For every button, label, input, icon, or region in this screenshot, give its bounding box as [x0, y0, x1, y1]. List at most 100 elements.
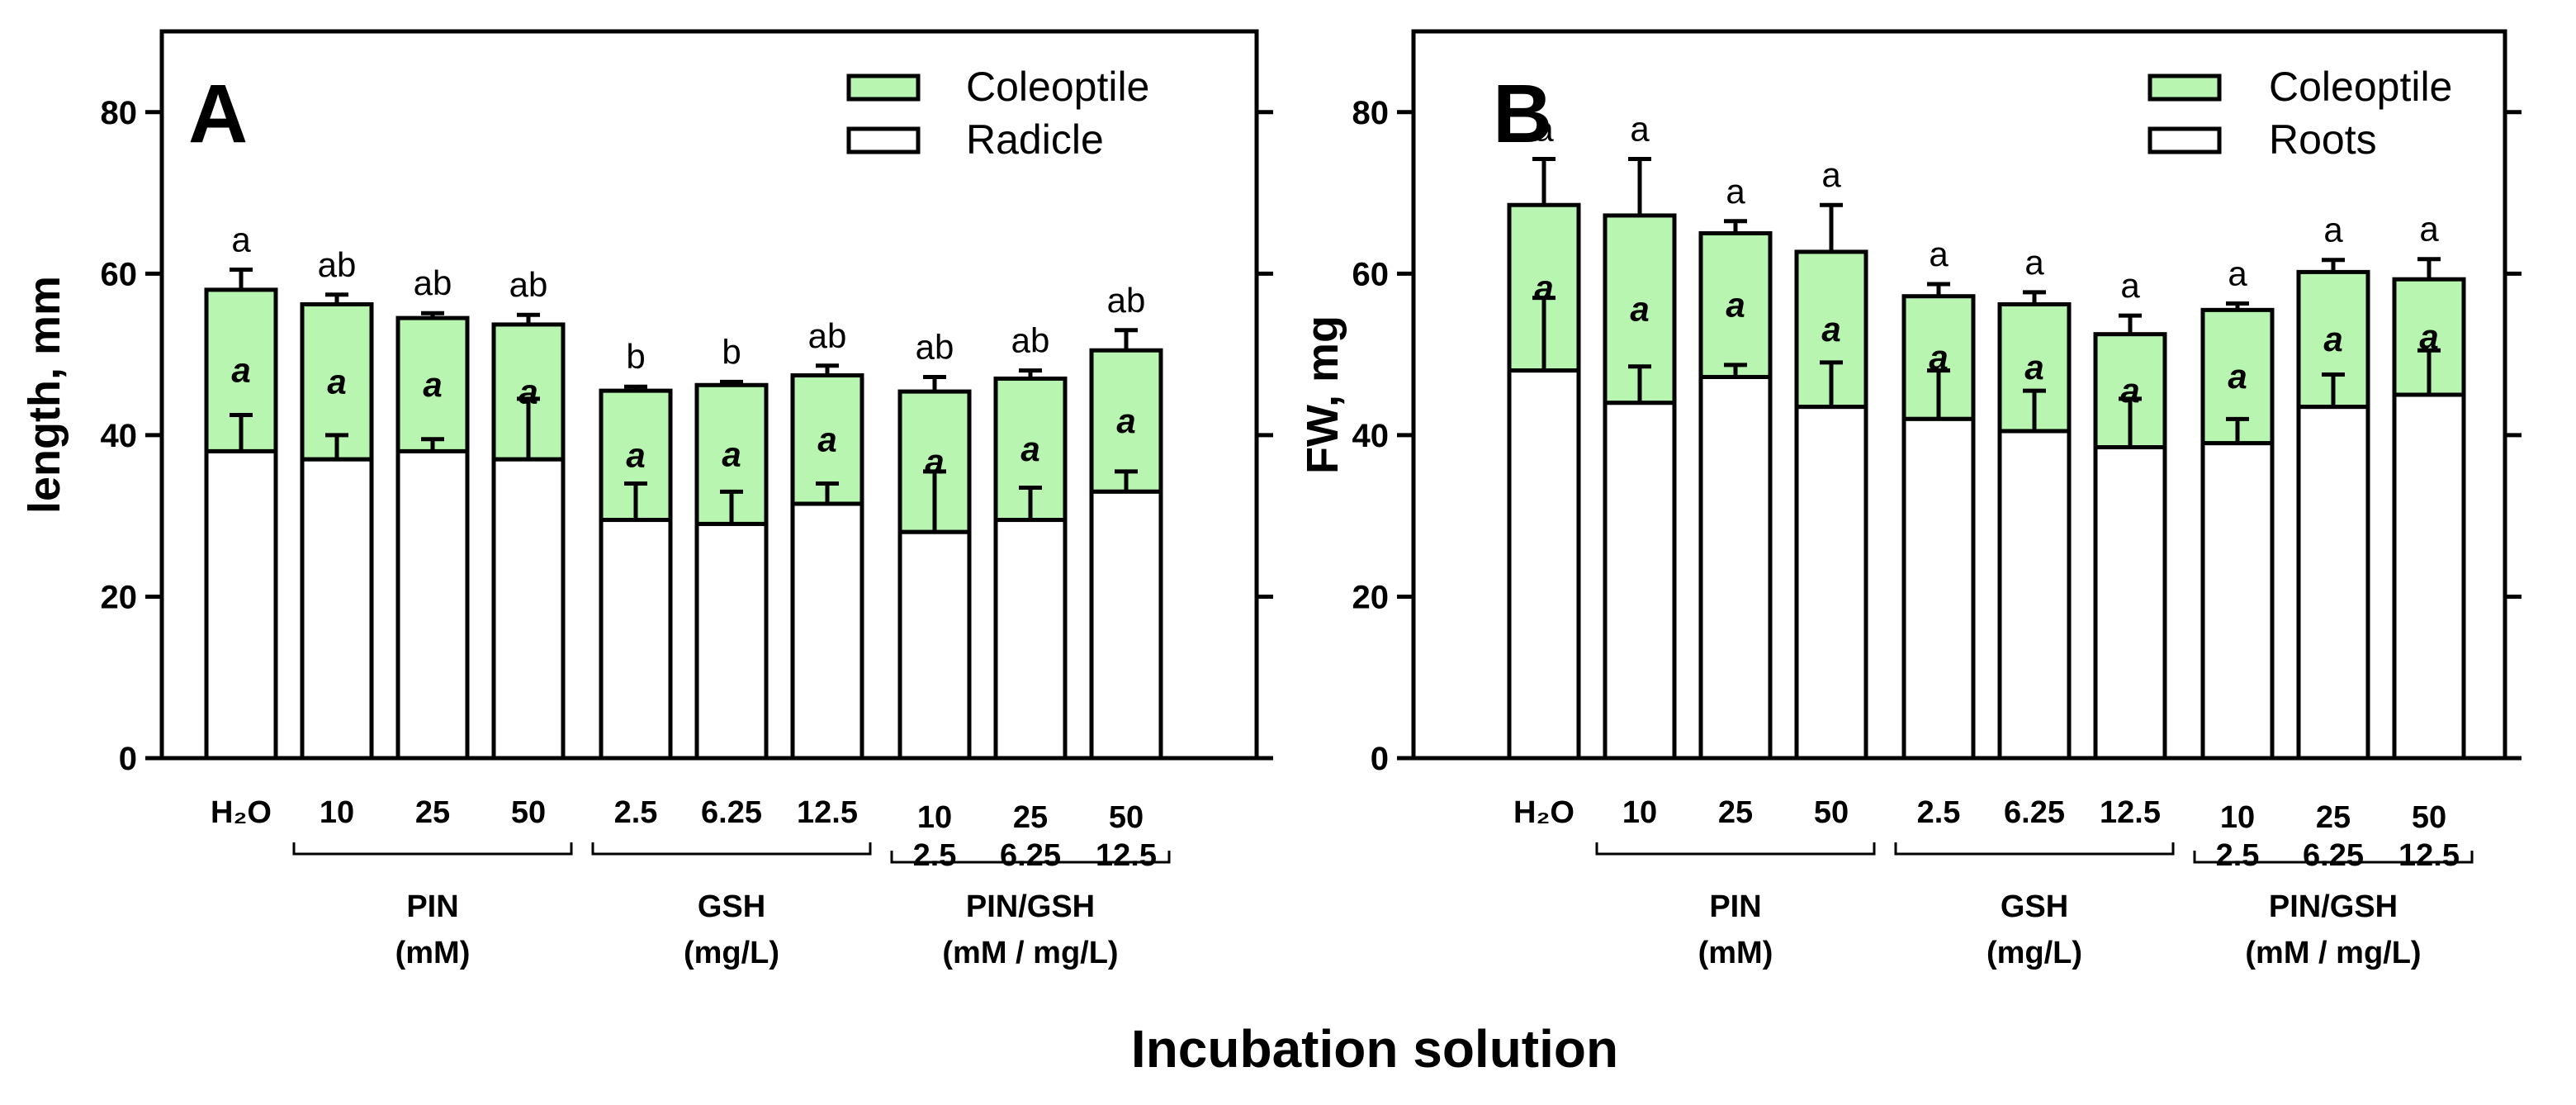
group-bracket-a	[591, 842, 872, 856]
group-unit-a: (mM / mg/L)	[942, 936, 1118, 970]
sig-letter-inner-a: a	[722, 434, 741, 473]
bar-lower-b	[1698, 374, 1773, 761]
bar-lower-b	[1507, 368, 1581, 761]
sig-letter-inner-b: a	[1726, 285, 1745, 324]
sig-letter-upper-a: ab	[916, 327, 954, 366]
x-tick-label-a: 10	[917, 800, 952, 835]
group-name-a: PIN/GSH	[966, 889, 1095, 924]
bar-lower-a	[204, 448, 278, 761]
bar-lower-b	[2200, 441, 2275, 761]
group-bracket-b	[2193, 851, 2474, 864]
y-tick-label-a: 20	[101, 579, 138, 615]
y-axis-label-b: FW, mg	[1298, 315, 1347, 474]
x-tick-label-a: 25	[415, 795, 450, 830]
group-unit-b: (mM)	[1698, 936, 1773, 970]
bar-lower-a	[1089, 489, 1163, 761]
bar-lower-a	[993, 518, 1068, 761]
sig-letter-upper-b: a	[2419, 210, 2439, 249]
panel-letter-a: A	[188, 68, 248, 160]
y-tick-label-a: 0	[119, 741, 137, 777]
group-bracket-b	[1894, 842, 2175, 856]
x-tick-label-b: 25	[1718, 795, 1753, 830]
bar-lower-b	[2296, 405, 2370, 761]
x-tick-label-b: 2.5	[1917, 795, 1961, 830]
x-tick-label-2-a: 2.5	[913, 838, 957, 873]
x-tick-label-b: 10	[1622, 795, 1657, 830]
sig-letter-upper-a: ab	[318, 245, 357, 284]
bar-lower-a	[599, 518, 673, 761]
sig-letter-upper-b: a	[1534, 109, 1554, 148]
x-axis-title: Incubation solution	[1131, 1019, 1618, 1079]
sig-letter-upper-a: ab	[509, 265, 548, 304]
sig-letter-inner-a: a	[1020, 429, 1039, 468]
y-tick-label-b: 80	[1352, 95, 1390, 131]
sig-letter-upper-b: a	[1726, 172, 1745, 211]
x-tick-label-2-b: 2.5	[2216, 838, 2260, 873]
bar-lower-b	[2392, 392, 2466, 761]
y-tick-label-a: 60	[101, 256, 138, 292]
panel-b: 0 20 40 60 80 FW, mg B Coleoptile Roots a a H₂O a a 10…	[1298, 29, 2522, 970]
x-tick-label-2-a: 6.25	[1000, 838, 1061, 873]
bar-lower-b	[1794, 405, 1868, 761]
bar-lower-a	[300, 457, 374, 761]
y-tick-label-b: 20	[1352, 579, 1390, 615]
sig-letter-upper-a: b	[722, 332, 741, 371]
group-name-a: GSH	[698, 889, 765, 924]
bar-lower-b	[2093, 445, 2167, 761]
sig-letter-inner-b: a	[2323, 320, 2342, 358]
bar-upper-a	[395, 315, 470, 453]
sig-letter-upper-b: a	[2228, 254, 2247, 293]
bar-lower-b	[1901, 416, 1976, 761]
legend-swatch-lower-a	[846, 126, 921, 154]
sig-letter-inner-a: a	[925, 442, 944, 481]
group-name-a: PIN	[406, 889, 458, 924]
bar-lower-a	[790, 501, 864, 761]
sig-letter-upper-b: a	[2024, 243, 2044, 282]
sig-letter-inner-a: a	[1116, 401, 1135, 440]
sig-letter-upper-a: ab	[808, 316, 847, 355]
x-tick-label-a: 25	[1013, 800, 1048, 835]
legend-swatch-lower-b	[2147, 126, 2222, 154]
legend-swatch-upper-a	[846, 74, 921, 102]
group-name-b: PIN/GSH	[2269, 889, 2398, 924]
sig-letter-upper-a: b	[626, 337, 645, 376]
x-tick-label-a: 50	[1109, 800, 1144, 835]
x-tick-label-b: 12.5	[2100, 795, 2161, 830]
sig-letter-inner-a: a	[817, 420, 836, 458]
sig-letter-inner-a: a	[519, 372, 537, 411]
sig-letter-upper-b: a	[1929, 235, 1949, 273]
y-tick-label-a: 80	[101, 95, 138, 131]
legend-label-lower-a: Radicle	[966, 116, 1104, 163]
x-tick-label-b: 50	[2412, 800, 2446, 835]
bar-lower-b	[1603, 401, 1677, 761]
group-name-b: PIN	[1709, 889, 1761, 924]
group-bracket-b	[1595, 842, 1876, 856]
panel-a: 0 20 40 60 80 length, mm A Coleoptile Radicle a a H…	[20, 29, 1273, 970]
x-tick-label-b: 6.25	[2004, 795, 2065, 830]
sig-letter-inner-b: a	[2120, 371, 2139, 410]
x-tick-label-a: 6.25	[701, 795, 762, 830]
bar-lower-b	[1997, 429, 2072, 761]
bar-lower-a	[694, 521, 769, 761]
y-tick-label-b: 0	[1371, 741, 1389, 777]
group-unit-b: (mg/L)	[1986, 936, 2082, 970]
sig-letter-inner-a: a	[423, 365, 442, 404]
group-unit-b: (mM / mg/L)	[2245, 936, 2421, 970]
panel-letter-b: B	[1493, 68, 1552, 160]
sig-letter-upper-a: ab	[1107, 281, 1146, 320]
y-tick-label-a: 40	[101, 418, 138, 454]
sig-letter-inner-a: a	[327, 362, 346, 401]
x-tick-label-b: 10	[2220, 800, 2255, 835]
legend-swatch-upper-b	[2147, 74, 2222, 102]
bar-lower-a	[897, 529, 972, 761]
x-tick-label-a: 10	[320, 795, 354, 830]
sig-letter-upper-b: a	[2120, 266, 2140, 305]
sig-letter-inner-a: a	[231, 351, 250, 390]
bar-lower-a	[395, 448, 470, 761]
sig-letter-inner-a: a	[626, 435, 645, 474]
bar-upper-b	[1698, 230, 1773, 379]
sig-letter-inner-b: a	[2024, 348, 2043, 387]
sig-letter-inner-b: a	[1821, 310, 1840, 349]
sig-letter-inner-b: a	[2419, 317, 2438, 356]
